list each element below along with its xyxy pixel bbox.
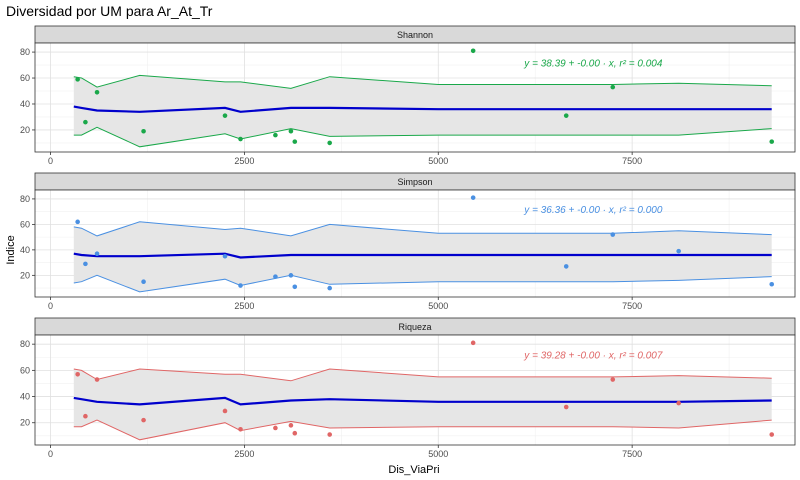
plot-border	[34, 42, 796, 153]
y-tick-label: 40	[20, 245, 30, 255]
y-tick-label: 40	[20, 392, 30, 402]
data-point	[327, 140, 332, 146]
x-axis-title: Dis_ViaPri	[388, 464, 439, 476]
y-tick-label: 80	[20, 194, 30, 204]
plot-border	[34, 189, 796, 298]
data-point	[676, 400, 681, 406]
data-point	[288, 423, 294, 428]
data-point	[769, 139, 775, 144]
facet-strip-label: Simpson	[397, 177, 432, 187]
regression-equation: y = 38.39 + -0.00 · x, r² = 0.004	[523, 58, 663, 69]
y-tick-label: 20	[20, 270, 30, 280]
y-tick-label: 60	[20, 365, 30, 375]
data-point	[94, 90, 100, 95]
panel-shannon: Shannon y = 38.39 + -0.00 · x, r² = 0.004…	[20, 25, 796, 155]
data-point	[292, 139, 298, 144]
band-lower-line	[73, 126, 772, 148]
data-point	[288, 128, 294, 134]
data-point	[288, 273, 294, 278]
x-tick-label: 7500	[622, 301, 642, 311]
y-tick-label: 80	[20, 339, 30, 349]
data-point	[222, 113, 228, 118]
chart-panels: Shannon y = 38.39 + -0.00 · x, r² = 0.004…	[20, 25, 796, 448]
y-tick-label: 40	[20, 99, 30, 109]
data-point	[238, 136, 243, 142]
data-point	[83, 413, 88, 419]
data-point	[141, 128, 146, 134]
data-point	[273, 425, 278, 431]
x-tick-label: 0	[48, 301, 53, 311]
y-axis-title: Indice	[5, 235, 17, 264]
data-point	[769, 281, 775, 287]
panel-simpson: Simpson y = 36.36 + -0.00 · x, r² = 0.000…	[20, 172, 796, 300]
x-tick-label: 0	[48, 156, 53, 166]
data-point	[610, 232, 616, 237]
data-point	[470, 340, 476, 346]
y-tick-label: 20	[20, 418, 30, 428]
data-point	[75, 371, 80, 377]
x-tick-label: 2500	[234, 301, 254, 311]
x-tick-label: 2500	[234, 449, 254, 459]
data-point	[327, 285, 332, 291]
confidence-band	[73, 369, 772, 440]
panel-riqueza: Riqueza y = 39.28 + -0.00 · x, r² = 0.007…	[20, 317, 796, 448]
x-tick-label: 7500	[622, 156, 642, 166]
data-point	[610, 377, 616, 382]
data-point	[94, 251, 100, 256]
data-point	[563, 404, 569, 410]
x-tick-label: 7500	[622, 449, 642, 459]
regression-equation: y = 36.36 + -0.00 · x, r² = 0.000	[523, 205, 663, 216]
data-point	[470, 48, 476, 54]
data-point	[222, 408, 228, 414]
data-point	[769, 432, 775, 437]
data-point	[610, 84, 616, 90]
confidence-band	[73, 221, 772, 292]
data-point	[292, 284, 298, 290]
x-tick-label: 5000	[428, 156, 448, 166]
band-upper-line	[73, 74, 772, 89]
band-lower-line	[73, 419, 772, 441]
data-point	[238, 283, 243, 288]
data-point	[94, 377, 100, 382]
x-axis: 0 2500 5000 7500 0 2500 5000 7500 0 2500 5000 7500	[48, 156, 642, 459]
data-point	[273, 274, 278, 279]
band-upper-line	[73, 221, 772, 237]
regression-equation: y = 39.28 + -0.00 · x, r² = 0.007	[523, 351, 663, 362]
plot-border	[34, 334, 796, 446]
y-tick-label: 80	[20, 47, 30, 57]
data-point	[563, 264, 569, 269]
data-point	[676, 248, 681, 254]
data-point	[222, 253, 228, 259]
chart-title: Diversidad por UM para Ar_At_Tr	[6, 3, 213, 19]
data-point	[273, 132, 278, 138]
data-point	[75, 77, 80, 82]
fit-line	[73, 252, 772, 259]
x-tick-label: 5000	[428, 301, 448, 311]
data-point	[238, 426, 243, 432]
fit-line	[73, 396, 772, 406]
data-point	[83, 119, 88, 125]
band-lower-line	[73, 274, 772, 293]
data-point	[75, 219, 80, 225]
band-upper-line	[73, 368, 772, 382]
fit-line	[73, 105, 772, 113]
data-point	[141, 279, 146, 285]
y-tick-label: 60	[20, 219, 30, 229]
x-tick-label: 2500	[234, 156, 254, 166]
data-point	[327, 432, 332, 437]
data-point	[83, 261, 88, 267]
facet-strip-label: Shannon	[397, 30, 433, 40]
data-point	[470, 195, 476, 200]
x-tick-label: 0	[48, 449, 53, 459]
facet-strip-label: Riqueza	[398, 322, 431, 332]
y-tick-label: 60	[20, 73, 30, 83]
data-point	[563, 113, 569, 118]
data-point	[141, 417, 146, 423]
x-tick-label: 5000	[428, 449, 448, 459]
y-tick-label: 20	[20, 125, 30, 135]
confidence-band	[73, 75, 772, 147]
data-point	[292, 430, 298, 436]
